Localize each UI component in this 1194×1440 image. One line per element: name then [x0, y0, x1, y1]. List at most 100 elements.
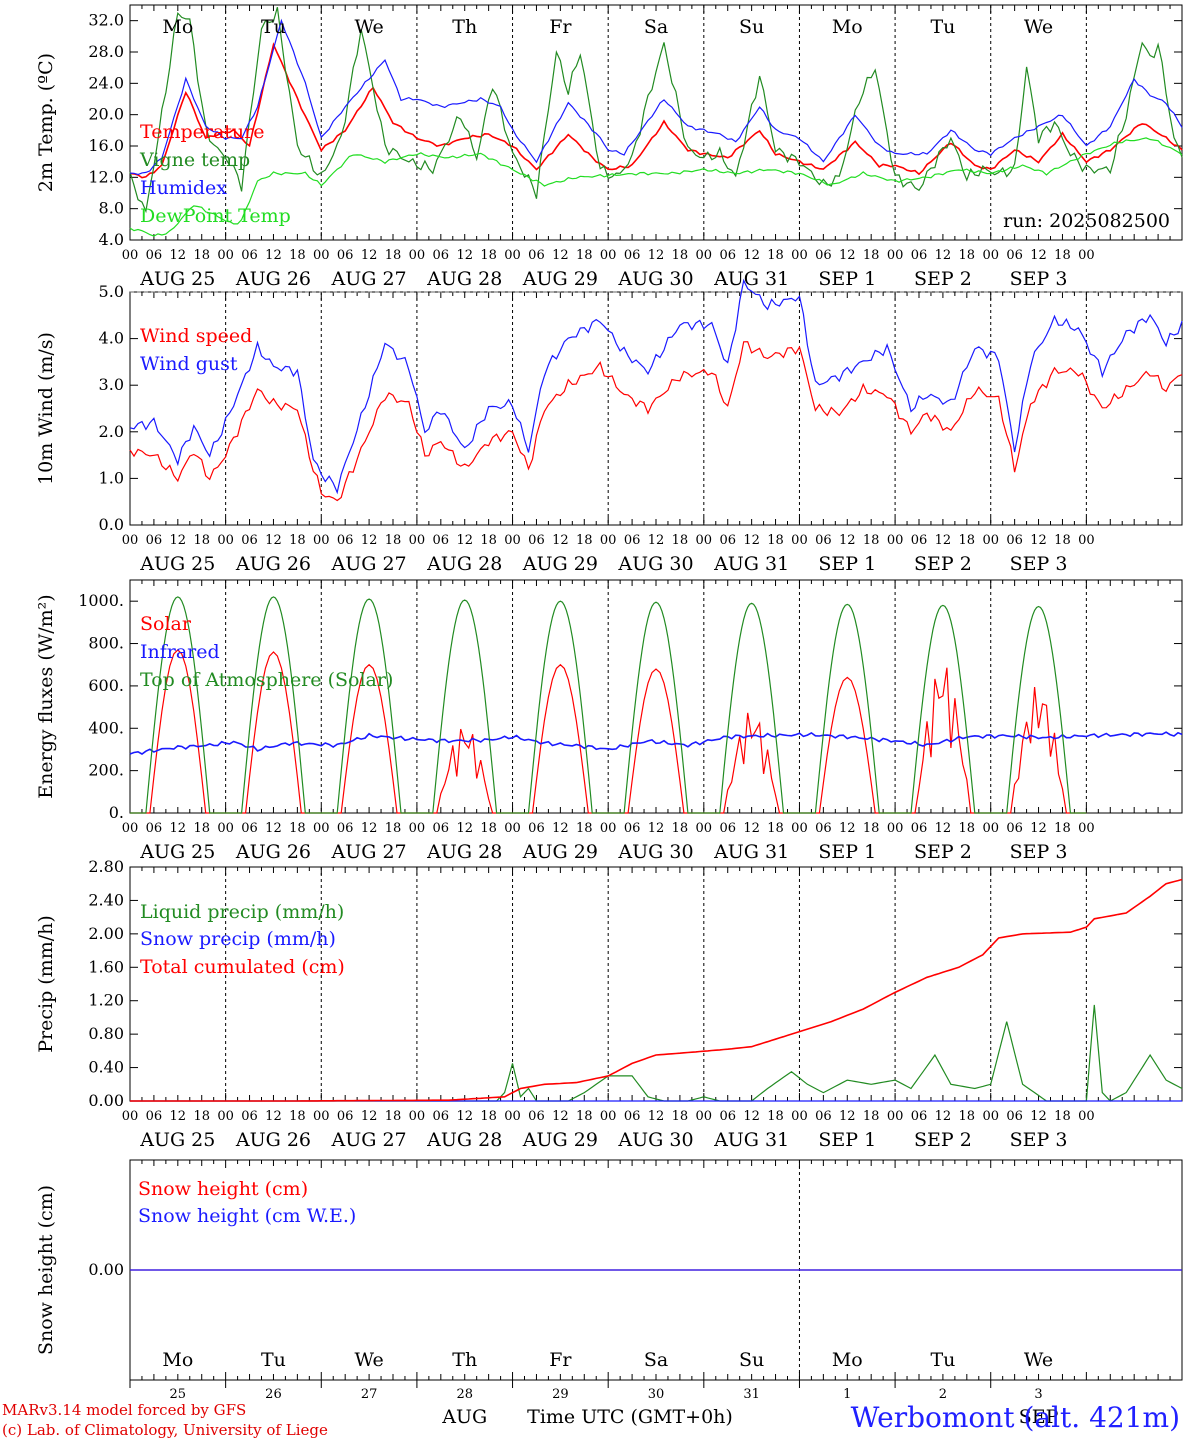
hour-label: 18 — [576, 248, 593, 263]
series-line-liquid-precip-mm-h — [130, 1004, 1183, 1102]
date-label: AUG 30 — [617, 268, 693, 290]
hour-label: 12 — [265, 1109, 282, 1124]
hour-label: 12 — [935, 248, 952, 263]
y-axis: 0.0 1.0 2.0 3.0 4.0 5.0 10m Wind (m/s) — [35, 282, 1182, 534]
hour-label: 06 — [815, 1109, 832, 1124]
hour-label: 12 — [1030, 821, 1047, 836]
y-tick-label: 32.0 — [88, 11, 124, 30]
day-number: 3 — [1034, 1387, 1042, 1402]
hour-label: 18 — [289, 248, 306, 263]
month-label: AUG — [441, 1406, 487, 1428]
legend-wind-speed: Wind speed — [140, 325, 252, 347]
date-label: SEP 1 — [818, 1129, 876, 1151]
y-tick-label: 0.00 — [88, 1260, 124, 1279]
date-label: SEP 2 — [914, 1129, 972, 1151]
legend-total-cumulated-cm: Total cumulated (cm) — [140, 956, 345, 978]
y-tick-label: 24.0 — [88, 73, 124, 92]
hour-label: 12 — [839, 533, 856, 548]
date-label: AUG 27 — [331, 841, 407, 863]
hour-label: 18 — [385, 248, 402, 263]
hour-label: 06 — [815, 821, 832, 836]
month-label: SEP — [1019, 1406, 1059, 1428]
day-number: 31 — [743, 1387, 760, 1402]
day-name: Mo — [162, 1349, 193, 1371]
hour-label: 06 — [528, 821, 545, 836]
hour-label: 12 — [361, 1109, 378, 1124]
date-label: AUG 25 — [139, 553, 215, 575]
hour-label: 06 — [1006, 821, 1023, 836]
hour-label: 18 — [959, 248, 976, 263]
hour-label: 12 — [648, 821, 665, 836]
y-axis: 0.00 0.40 0.80 1.20 1.60 2.00 2.40 2.80 Precip (… — [35, 857, 1182, 1110]
date-label: AUG 26 — [235, 553, 311, 575]
hour-label: 18 — [1054, 821, 1071, 836]
day-number: 29 — [552, 1387, 569, 1402]
hour-label: 12 — [170, 821, 187, 836]
hour-label: 06 — [815, 248, 832, 263]
date-label: AUG 27 — [331, 553, 407, 575]
date-label: AUG 31 — [713, 841, 789, 863]
hour-label: 12 — [648, 533, 665, 548]
hour-label: 12 — [935, 533, 952, 548]
hour-label: 12 — [839, 821, 856, 836]
hour-label: 12 — [170, 1109, 187, 1124]
hour-label: 06 — [911, 248, 928, 263]
hour-label: 00 — [791, 821, 808, 836]
hour-label: 06 — [146, 1109, 163, 1124]
day-name: Sa — [644, 16, 668, 38]
series-line-wind-speed — [129, 341, 1183, 502]
legend-infrared: Infrared — [140, 641, 220, 663]
panel-4: 0.00 0.40 0.80 1.20 1.60 2.00 2.40 2.80 Precip (… — [35, 857, 1183, 1151]
series-line-infrared — [129, 731, 1183, 755]
hour-label: 00 — [122, 533, 139, 548]
y-tick-label: 400. — [88, 718, 124, 737]
hour-label: 00 — [982, 248, 999, 263]
day-name: Tu — [930, 16, 955, 38]
series — [129, 278, 1183, 502]
hour-label: 00 — [217, 821, 234, 836]
hour-label: 06 — [1006, 1109, 1023, 1124]
day-name: We — [354, 16, 383, 38]
hour-label: 00 — [1078, 1109, 1095, 1124]
series-line-total-cumulated-cm — [130, 878, 1183, 1102]
hour-label: 18 — [480, 248, 497, 263]
y-tick-label: 5.0 — [99, 282, 124, 301]
date-label: SEP 2 — [914, 841, 972, 863]
hour-label: 18 — [863, 248, 880, 263]
y-tick-label: 2.00 — [88, 924, 124, 943]
hour-label: 12 — [552, 533, 569, 548]
hour-label: 00 — [791, 1109, 808, 1124]
time-ticks — [129, 580, 1183, 813]
date-label: AUG 25 — [139, 268, 215, 290]
hour-label: 06 — [911, 533, 928, 548]
hour-label: 12 — [361, 533, 378, 548]
hour-label: 00 — [504, 821, 521, 836]
hour-label: 18 — [767, 1109, 784, 1124]
hour-label: 00 — [122, 821, 139, 836]
hour-label: 00 — [217, 248, 234, 263]
hour-label: 18 — [385, 1109, 402, 1124]
hour-label: 18 — [193, 248, 210, 263]
hour-label: 06 — [624, 248, 641, 263]
hour-label: 06 — [719, 821, 736, 836]
hour-label: 06 — [433, 1109, 450, 1124]
y-tick-label: 2.40 — [88, 890, 124, 909]
day-gridlines — [225, 867, 1087, 1101]
hour-label: 12 — [839, 1109, 856, 1124]
hour-label: 00 — [409, 821, 426, 836]
series-line-dewpoint-temp — [129, 137, 1183, 237]
hour-label: 00 — [600, 1109, 617, 1124]
series — [129, 596, 1183, 814]
y-axis-label: Snow height (cm) — [35, 1185, 57, 1355]
hour-label: 06 — [911, 1109, 928, 1124]
hour-label: 00 — [696, 533, 713, 548]
hour-label: 00 — [982, 533, 999, 548]
y-tick-label: 200. — [88, 761, 124, 780]
hour-label: 00 — [791, 248, 808, 263]
y-tick-label: 0.80 — [88, 1024, 124, 1043]
hour-label: 06 — [719, 248, 736, 263]
hour-label: 06 — [433, 821, 450, 836]
hour-label: 18 — [193, 1109, 210, 1124]
hour-label: 00 — [217, 1109, 234, 1124]
